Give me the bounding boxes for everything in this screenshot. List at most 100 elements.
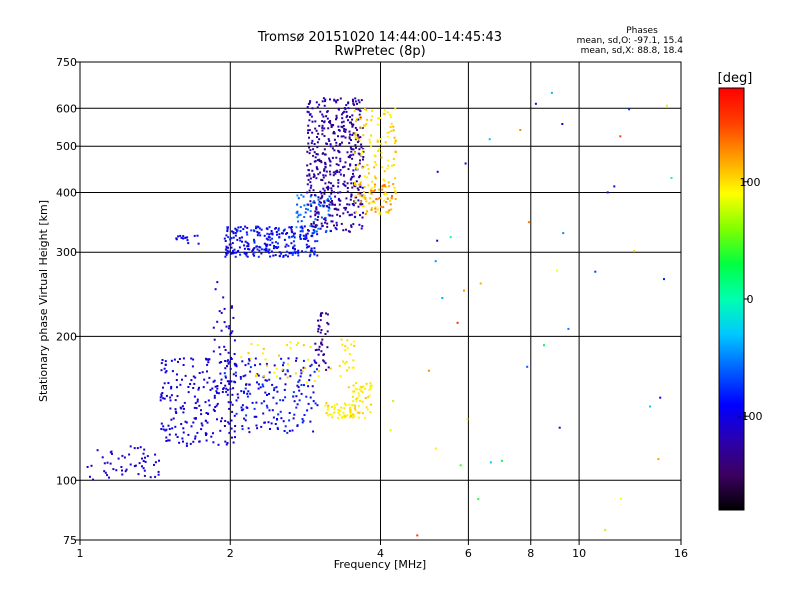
data-point — [346, 114, 349, 117]
data-point — [224, 384, 227, 387]
data-point — [234, 234, 237, 237]
data-point — [323, 200, 326, 203]
data-point — [238, 237, 241, 240]
data-point — [335, 118, 337, 121]
data-point — [170, 418, 173, 421]
data-point — [331, 202, 334, 205]
data-point — [328, 206, 330, 209]
data-point — [318, 138, 321, 141]
data-point — [196, 431, 199, 434]
data-point — [179, 383, 182, 386]
data-point — [341, 343, 344, 346]
data-point — [257, 225, 260, 228]
data-point — [378, 211, 381, 214]
data-point — [319, 110, 322, 113]
data-point — [383, 179, 386, 182]
data-point — [359, 400, 362, 402]
data-point — [315, 207, 318, 210]
data-point — [290, 235, 293, 238]
data-point — [171, 370, 174, 373]
data-point — [370, 403, 373, 406]
data-point — [210, 435, 213, 438]
data-point — [449, 236, 452, 239]
data-point — [342, 229, 345, 232]
data-point — [309, 224, 312, 227]
data-point — [369, 382, 372, 385]
data-point — [364, 175, 366, 178]
data-point — [290, 242, 293, 245]
data-point — [309, 210, 312, 213]
data-point — [331, 214, 334, 217]
data-point — [277, 229, 280, 232]
data-point — [327, 199, 330, 202]
data-point — [225, 253, 228, 256]
data-point — [334, 172, 337, 175]
data-point — [241, 236, 243, 239]
data-point — [323, 201, 326, 204]
data-point — [327, 188, 329, 191]
data-point — [305, 243, 308, 246]
data-point — [233, 362, 236, 365]
data-point — [391, 194, 393, 197]
data-point — [229, 367, 232, 370]
data-point — [277, 227, 280, 230]
data-point — [266, 232, 269, 235]
data-point — [385, 201, 388, 203]
data-point — [373, 154, 376, 157]
data-point — [282, 361, 285, 364]
data-point — [211, 387, 214, 390]
data-point — [225, 387, 228, 390]
data-point — [263, 242, 266, 245]
data-point — [328, 159, 331, 162]
data-point — [327, 414, 330, 417]
data-point — [154, 475, 157, 478]
data-point — [344, 130, 347, 133]
data-point — [310, 142, 313, 145]
data-point — [292, 251, 294, 254]
data-point — [389, 126, 392, 128]
data-point — [251, 250, 254, 253]
data-point — [301, 370, 304, 373]
data-point — [301, 421, 304, 424]
data-point — [319, 227, 322, 230]
data-point — [253, 238, 255, 241]
data-point — [350, 139, 352, 141]
data-point — [200, 428, 203, 431]
data-point — [247, 390, 250, 393]
data-point — [174, 433, 177, 436]
data-point — [307, 142, 310, 145]
scatter-points — [86, 91, 673, 537]
data-point — [358, 101, 361, 104]
data-point — [228, 380, 231, 383]
data-point — [352, 123, 355, 126]
data-point — [239, 376, 242, 378]
data-point — [220, 329, 223, 332]
data-point — [292, 391, 295, 394]
data-point — [288, 226, 291, 229]
data-point — [354, 132, 357, 135]
data-point — [288, 252, 291, 255]
data-point — [357, 205, 360, 208]
data-point — [278, 233, 281, 236]
x-tick-label: 16 — [674, 547, 688, 560]
data-point — [275, 231, 278, 233]
data-point — [374, 207, 377, 210]
data-point — [354, 201, 357, 204]
data-point — [352, 172, 354, 175]
data-point — [394, 151, 397, 153]
data-point — [356, 141, 359, 144]
data-point — [361, 400, 364, 403]
data-point — [337, 181, 340, 184]
data-point — [224, 376, 227, 379]
data-point — [307, 111, 310, 114]
data-point — [343, 402, 346, 405]
data-point — [278, 251, 281, 254]
data-point — [253, 247, 256, 250]
data-point — [355, 400, 358, 403]
data-point — [311, 139, 314, 142]
data-point — [320, 342, 322, 345]
data-point — [300, 225, 303, 228]
data-point — [209, 388, 212, 391]
data-point — [312, 189, 315, 192]
data-point — [322, 174, 325, 177]
